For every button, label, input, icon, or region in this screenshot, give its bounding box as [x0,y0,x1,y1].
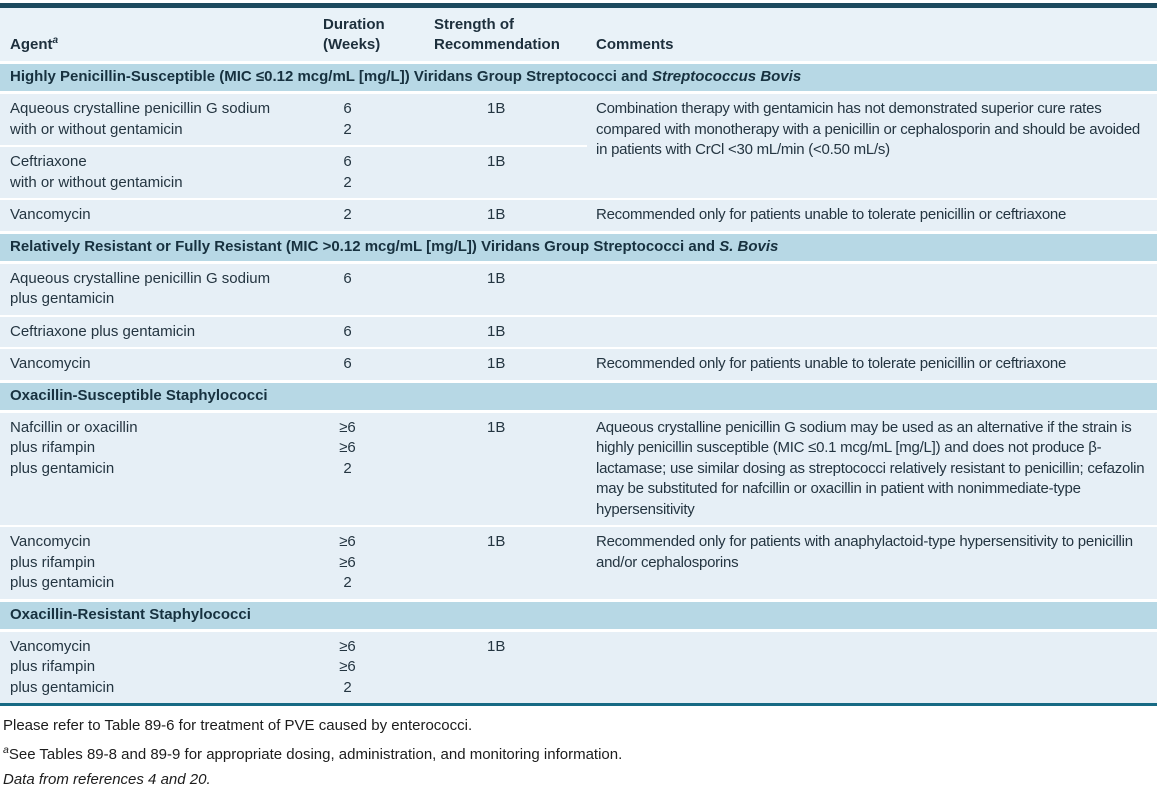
section-title-italic: S. Bovis [719,237,779,255]
section-title-italic: Streptococcus Bovis [651,68,802,85]
section-title: Oxacillin-Resistant Staphylococci [10,605,251,623]
section-header-oxacillin-resistant: Oxacillin-Resistant Staphylococci [0,600,1157,630]
column-header-agent: Agenta [0,6,315,63]
table-row: Aqueous crystalline penicillin G sodium … [0,262,1157,316]
strength-cell: 1B [487,153,506,170]
section-header-penicillin-susceptible: Highly Penicillin-Susceptible (MIC ≤0.12… [0,62,1157,93]
endocarditis-treatment-table: Agenta Duration (Weeks) Strength of Reco… [0,3,1157,706]
comment-cell: Aqueous crystalline penicillin G sodium … [596,418,1145,518]
section-header-relatively-resistant: Relatively Resistant or Fully Resistant … [0,232,1157,262]
table-header: Agenta Duration (Weeks) Strength of Reco… [0,5,1157,63]
agent-cell: Ceftriaxone with or without gentamicin [10,153,183,191]
table-row: Vancomycin 2 1B Recommended only for pat… [0,199,1157,232]
column-header-row: Agenta Duration (Weeks) Strength of Reco… [0,5,1157,63]
strength-cell: 1B [487,355,506,372]
section-title: Oxacillin-Susceptible Staphylococci [10,386,268,404]
duration-cell: 6 [343,269,352,287]
comment-cell: Recommended only for patients unable to … [596,206,1067,223]
strength-cell: 1B [487,533,506,550]
table-row: Vancomycin plus rifampin plus gentamicin… [0,526,1157,600]
agent-header-label: Agent [10,36,53,53]
agent-cell: Vancomycin plus rifampin plus gentamicin [10,637,115,696]
strength-cell: 1B [487,322,506,340]
agent-cell: Aqueous crystalline penicillin G sodium … [10,269,271,308]
duration-cell: ≥6 ≥6 2 [339,533,356,591]
duration-cell: 6 2 [343,100,352,138]
comment-cell: Recommended only for patients with anaph… [596,533,1133,571]
table-row: Nafcillin or oxacillin plus rifampin plu… [0,411,1157,526]
table-row: Aqueous crystalline penicillin G sodium … [0,92,1157,158]
agent-cell: Nafcillin or oxacillin plus rifampin plu… [10,418,138,477]
strength-cell: 1B [487,418,506,436]
table-row: Ceftriaxone plus gentamicin 6 1B [0,315,1157,349]
table-row: Vancomycin 6 1B Recommended only for pat… [0,348,1157,381]
table-row: Vancomycin plus rifampin plus gentamicin… [0,630,1157,705]
agent-cell: Vancomycin plus rifampin plus gentamicin [10,533,115,591]
footnote-pve-reference: Please refer to Table 89-6 for treatment… [3,717,473,734]
strength-cell: 1B [487,100,506,117]
agent-footnote-marker: a [52,35,59,46]
strength-cell: 1B [487,269,506,287]
footnote-text: See Tables 89-8 and 89-9 for appropriate… [8,746,623,763]
agent-cell: Vancomycin [10,355,91,372]
agent-cell: Vancomycin [10,206,91,223]
column-header-comments: Comments [596,36,674,53]
comment-cell: Recommended only for patients unable to … [596,355,1067,372]
strength-cell: 1B [487,637,506,655]
duration-cell: ≥6 ≥6 2 [339,418,356,477]
duration-cell: 6 [343,322,352,340]
agent-cell: Ceftriaxone plus gentamicin [10,322,196,340]
duration-cell: 2 [343,206,352,223]
footnote-dosing-reference: aSee Tables 89-8 and 89-9 for appropriat… [3,738,1157,767]
section-title: Highly Penicillin-Susceptible (MIC ≤0.12… [10,68,652,85]
comment-cell [587,316,1157,349]
duration-cell: 6 [343,355,352,372]
comment-cell [587,630,1157,705]
table-page: Agenta Duration (Weeks) Strength of Reco… [0,3,1157,798]
section-header-oxacillin-susceptible: Oxacillin-Susceptible Staphylococci [0,381,1157,411]
column-header-duration: Duration (Weeks) [323,16,385,53]
table-footnotes: Please refer to Table 89-6 for treatment… [0,706,1157,798]
section-title: Relatively Resistant or Fully Resistant … [10,237,720,255]
comment-cell [587,262,1157,316]
strength-cell: 1B [487,206,506,223]
agent-cell: Aqueous crystalline penicillin G sodium … [10,100,271,138]
footnote-data-source: Data from references 4 and 20. [3,771,211,788]
column-header-strength: Strength of Recommendation [434,16,560,53]
duration-cell: ≥6 ≥6 2 [339,637,356,696]
comment-cell: Combination therapy with gentamicin has … [596,100,1141,158]
duration-cell: 6 2 [343,153,352,191]
